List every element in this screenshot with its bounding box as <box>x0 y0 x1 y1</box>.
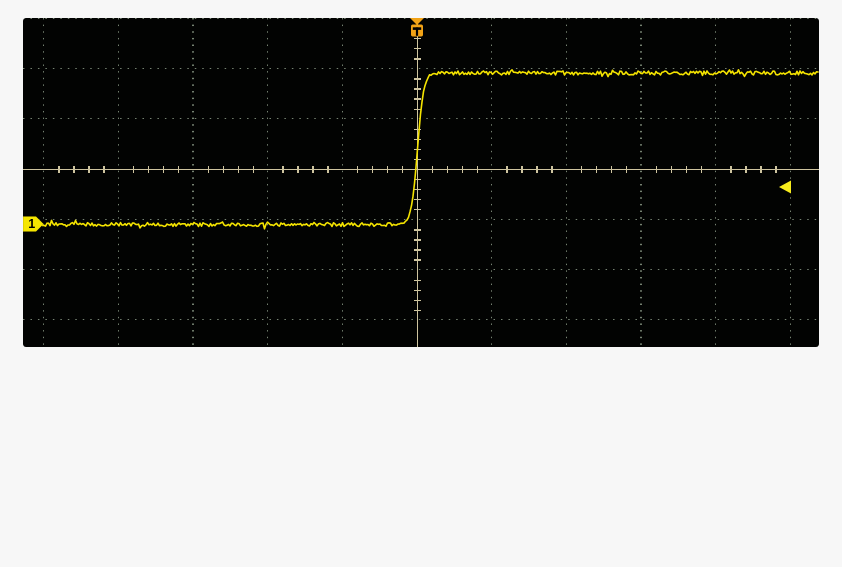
svg-text:1: 1 <box>28 217 35 231</box>
